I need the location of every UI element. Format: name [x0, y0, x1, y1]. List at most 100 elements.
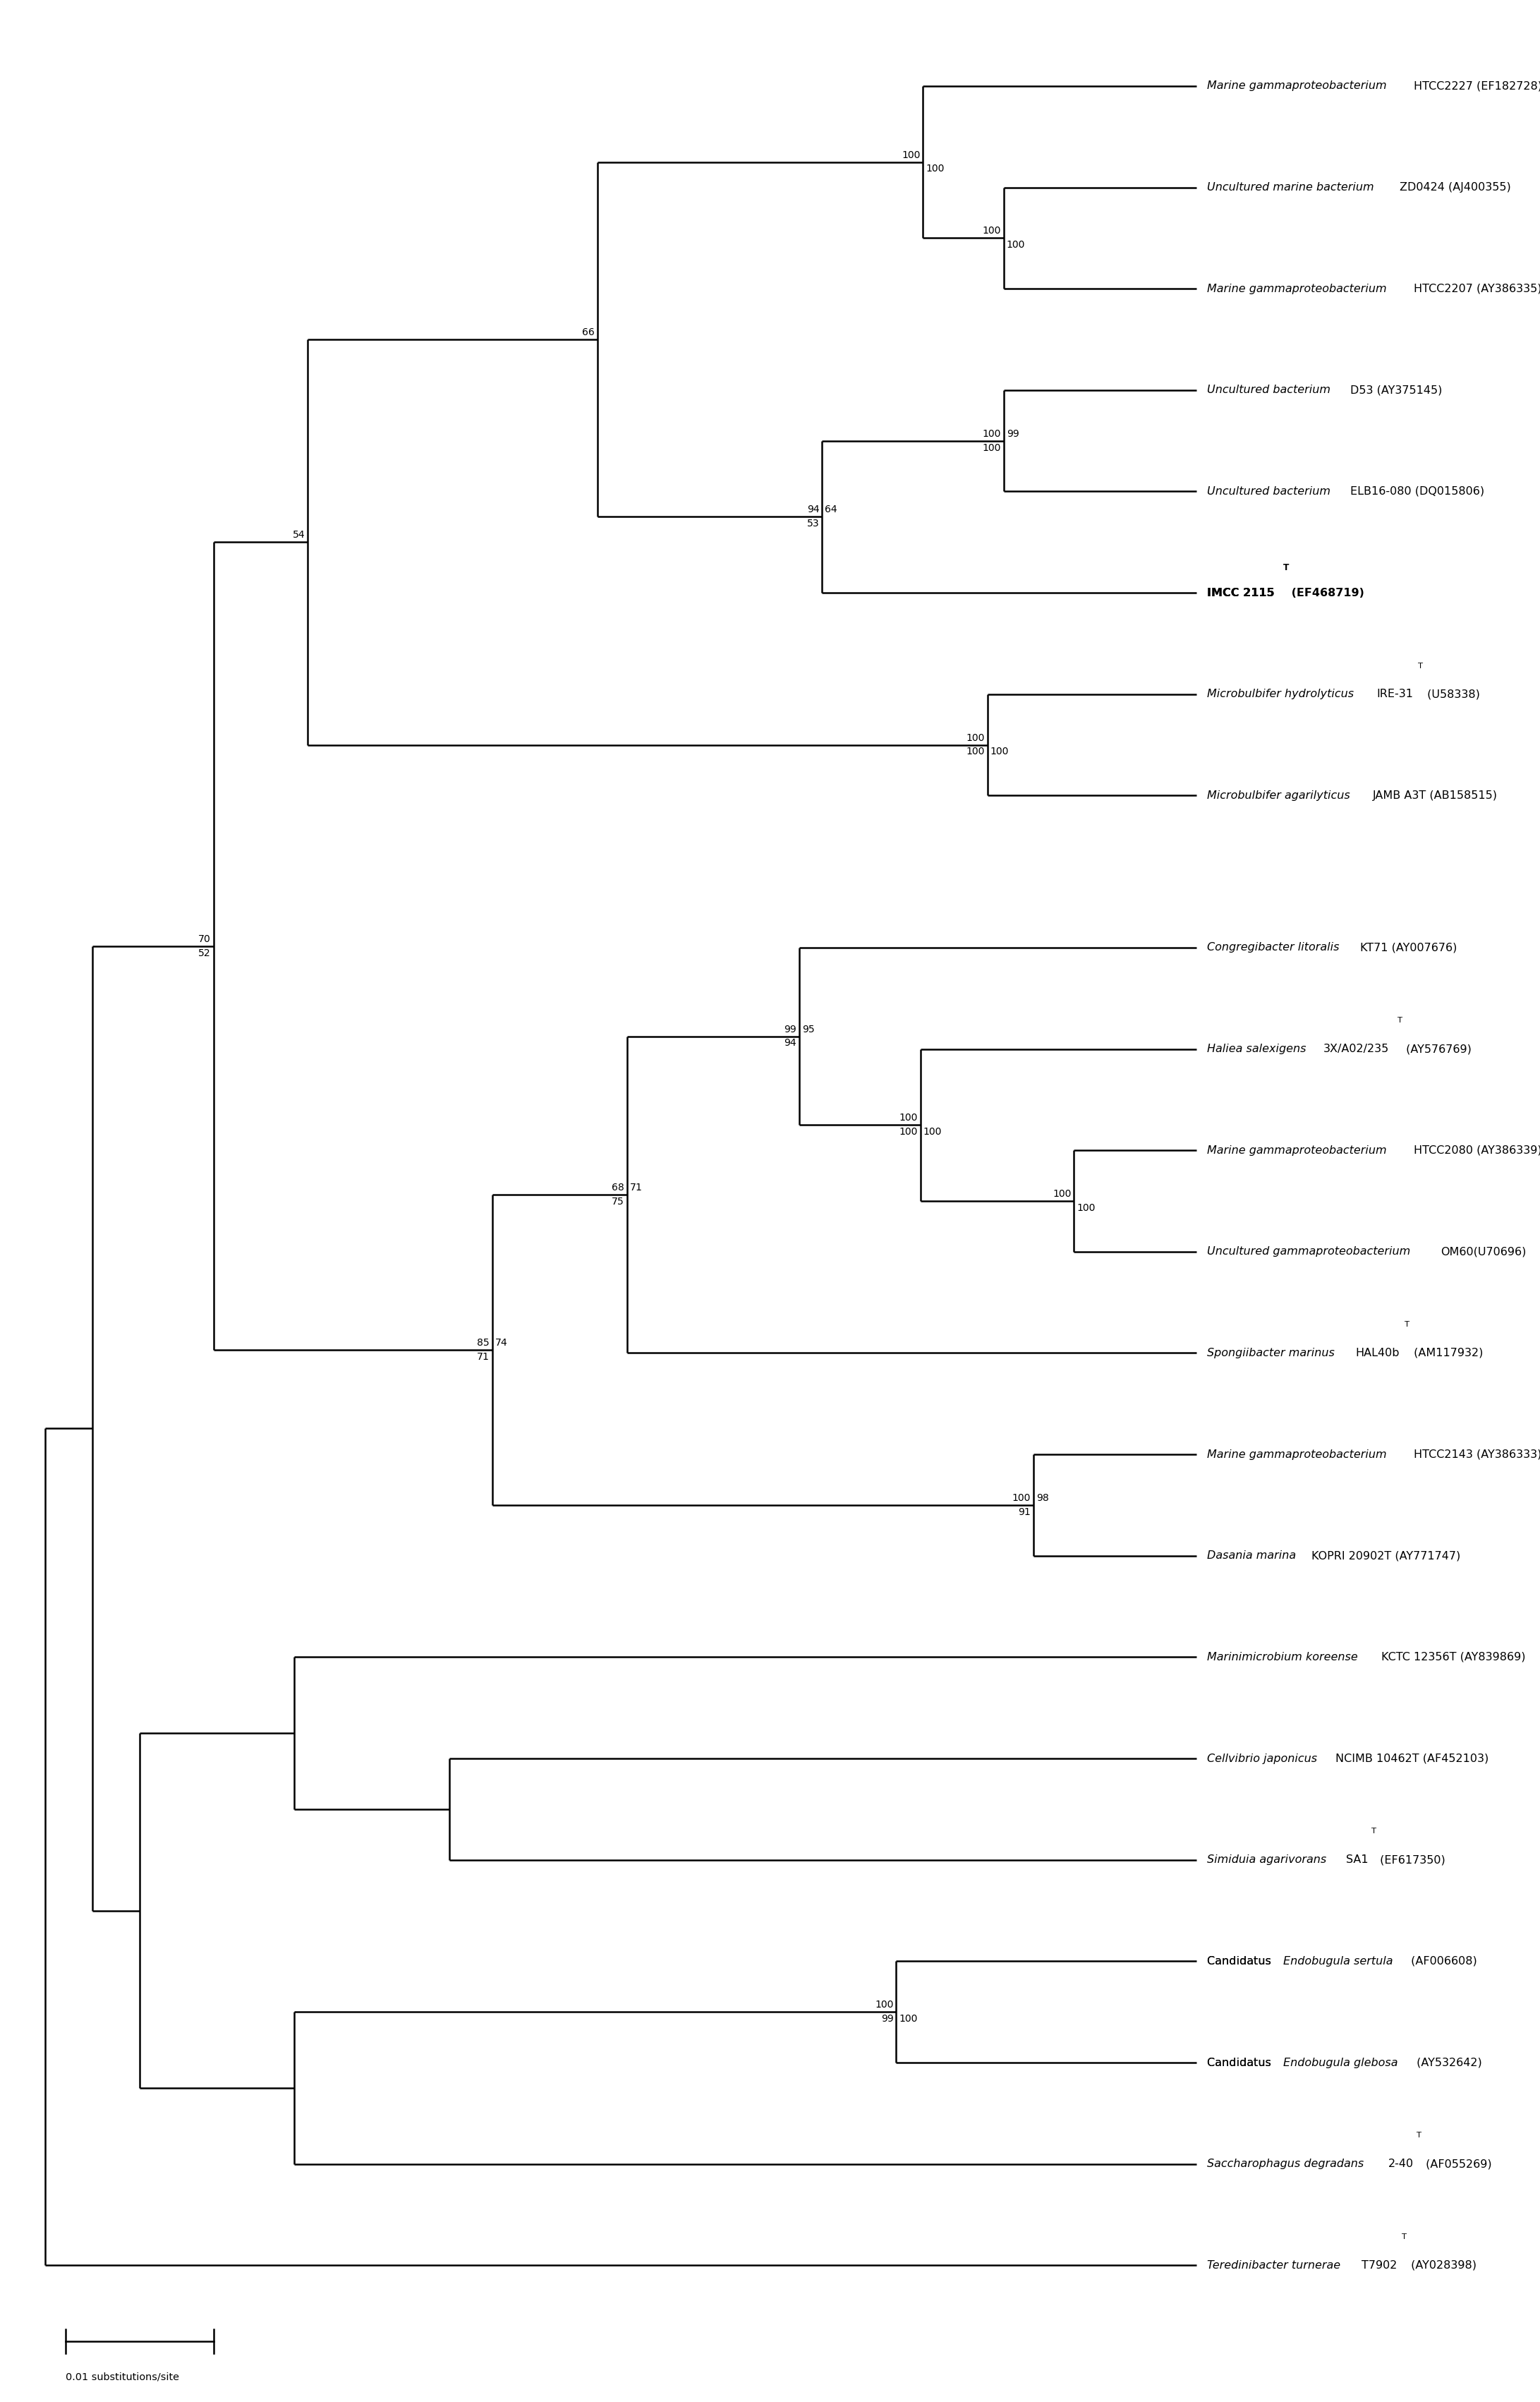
Text: Teredinibacter turnerae: Teredinibacter turnerae	[1207, 2260, 1344, 2270]
Text: 100: 100	[983, 226, 1001, 235]
Text: Cellvibrio japonicus: Cellvibrio japonicus	[1207, 1753, 1321, 1763]
Text: Uncultured bacterium: Uncultured bacterium	[1207, 384, 1334, 396]
Text: IRE-31: IRE-31	[1377, 689, 1414, 699]
Text: 100: 100	[875, 2001, 893, 2010]
Text: Endobugula sertula: Endobugula sertula	[1283, 1955, 1394, 1967]
Text: T: T	[1404, 1321, 1409, 1328]
Text: HTCC2080 (AY386339): HTCC2080 (AY386339)	[1414, 1146, 1540, 1155]
Text: 54: 54	[293, 531, 305, 540]
Text: Microbulbifer agarilyticus: Microbulbifer agarilyticus	[1207, 790, 1354, 800]
Text: 70: 70	[199, 934, 211, 944]
Text: T: T	[1397, 1016, 1401, 1023]
Text: D53 (AY375145): D53 (AY375145)	[1351, 384, 1443, 396]
Text: 100: 100	[1007, 240, 1026, 250]
Text: Marine gammaproteobacterium: Marine gammaproteobacterium	[1207, 283, 1391, 293]
Text: (EF617350): (EF617350)	[1377, 1854, 1446, 1866]
Text: T: T	[1418, 663, 1423, 670]
Text: 100: 100	[902, 149, 921, 161]
Text: 100: 100	[1052, 1189, 1072, 1199]
Text: OM60(U70696): OM60(U70696)	[1440, 1247, 1526, 1256]
Text: Microbulbifer agarilyticus: Microbulbifer agarilyticus	[1207, 790, 1354, 800]
Text: Spongiibacter marinus: Spongiibacter marinus	[1207, 1348, 1338, 1360]
Text: Spongiibacter marinus: Spongiibacter marinus	[1207, 1348, 1338, 1360]
Text: T: T	[1371, 1828, 1375, 1835]
Text: SA1: SA1	[1346, 1854, 1368, 1866]
Text: Haliea salexigens: Haliea salexigens	[1207, 1042, 1311, 1054]
Text: 100: 100	[899, 2013, 918, 2025]
Text: 64: 64	[825, 504, 838, 514]
Text: Cellvibrio japonicus: Cellvibrio japonicus	[1207, 1753, 1321, 1763]
Text: 100: 100	[967, 747, 986, 757]
Text: Marine gammaproteobacterium: Marine gammaproteobacterium	[1207, 1448, 1391, 1460]
Text: Candidatus: Candidatus	[1207, 1955, 1275, 1967]
Text: 100: 100	[983, 430, 1001, 440]
Text: HAL40b: HAL40b	[1355, 1348, 1400, 1360]
Text: KCTC 12356T (AY839869): KCTC 12356T (AY839869)	[1381, 1653, 1526, 1662]
Text: HTCC2227 (EF182728): HTCC2227 (EF182728)	[1414, 82, 1540, 91]
Text: 100: 100	[922, 1127, 941, 1136]
Text: 74: 74	[494, 1338, 508, 1348]
Text: (AF006608): (AF006608)	[1408, 1955, 1477, 1967]
Text: ZD0424 (AJ400355): ZD0424 (AJ400355)	[1400, 183, 1511, 192]
Text: Marine gammaproteobacterium: Marine gammaproteobacterium	[1207, 1146, 1391, 1155]
Text: Uncultured marine bacterium: Uncultured marine bacterium	[1207, 183, 1378, 192]
Text: Teredinibacter turnerae: Teredinibacter turnerae	[1207, 2260, 1344, 2270]
Text: T: T	[1283, 562, 1289, 572]
Text: 98: 98	[1036, 1494, 1049, 1504]
Text: 100: 100	[899, 1112, 918, 1124]
Text: KOPRI 20902T (AY771747): KOPRI 20902T (AY771747)	[1312, 1549, 1460, 1561]
Text: Uncultured bacterium: Uncultured bacterium	[1207, 485, 1334, 497]
Text: Haliea salexigens: Haliea salexigens	[1207, 1042, 1311, 1054]
Text: 2-40: 2-40	[1388, 2159, 1414, 2169]
Text: Endobugula glebosa: Endobugula glebosa	[1283, 2056, 1398, 2068]
Text: Uncultured marine bacterium: Uncultured marine bacterium	[1207, 183, 1378, 192]
Text: 95: 95	[802, 1023, 815, 1035]
Text: (AY532642): (AY532642)	[1412, 2056, 1481, 2068]
Text: Simiduia agarivorans: Simiduia agarivorans	[1207, 1854, 1331, 1866]
Text: 100: 100	[926, 163, 944, 173]
Text: NCIMB 10462T (AF452103): NCIMB 10462T (AF452103)	[1335, 1753, 1489, 1763]
Text: 52: 52	[199, 949, 211, 958]
Text: 3X/A02/235: 3X/A02/235	[1323, 1042, 1389, 1054]
Text: 100: 100	[990, 747, 1009, 757]
Text: 99: 99	[784, 1023, 796, 1035]
Text: IMCC 2115: IMCC 2115	[1207, 588, 1275, 598]
Text: Candidatus: Candidatus	[1207, 1955, 1275, 1967]
Text: Marine gammaproteobacterium: Marine gammaproteobacterium	[1207, 82, 1391, 91]
Text: Marine gammaproteobacterium: Marine gammaproteobacterium	[1207, 1448, 1391, 1460]
Text: 75: 75	[611, 1196, 624, 1206]
Text: Marine gammaproteobacterium: Marine gammaproteobacterium	[1207, 82, 1391, 91]
Text: Congregibacter litoralis: Congregibacter litoralis	[1207, 942, 1343, 954]
Text: 94: 94	[807, 504, 819, 514]
Text: Candidatus: Candidatus	[1207, 2056, 1275, 2068]
Text: (EF468719): (EF468719)	[1287, 588, 1364, 598]
Text: Marinimicrobium koreense: Marinimicrobium koreense	[1207, 1653, 1361, 1662]
Text: 68: 68	[611, 1182, 624, 1194]
Text: 85: 85	[477, 1338, 490, 1348]
Text: 91: 91	[1018, 1506, 1030, 1518]
Text: T: T	[1417, 2133, 1421, 2140]
Text: 100: 100	[899, 1127, 918, 1136]
Text: 53: 53	[807, 519, 819, 528]
Text: (AM117932): (AM117932)	[1411, 1348, 1483, 1360]
Text: (AY576769): (AY576769)	[1403, 1042, 1472, 1054]
Text: 94: 94	[784, 1038, 796, 1047]
Text: Microbulbifer hydrolyticus: Microbulbifer hydrolyticus	[1207, 689, 1358, 699]
Text: T7902: T7902	[1361, 2260, 1397, 2270]
Text: JAMB A3T (AB158515): JAMB A3T (AB158515)	[1372, 790, 1497, 800]
Text: Dasania marina: Dasania marina	[1207, 1549, 1300, 1561]
Text: HTCC2207 (AY386335): HTCC2207 (AY386335)	[1414, 283, 1540, 293]
Text: Saccharophagus degradans: Saccharophagus degradans	[1207, 2159, 1368, 2169]
Text: IMCC 2115: IMCC 2115	[1207, 588, 1275, 598]
Text: Uncultured gammaproteobacterium: Uncultured gammaproteobacterium	[1207, 1247, 1414, 1256]
Text: 99: 99	[881, 2013, 893, 2025]
Text: KT71 (AY007676): KT71 (AY007676)	[1360, 942, 1457, 954]
Text: Candidatus: Candidatus	[1207, 2056, 1275, 2068]
Text: (U58338): (U58338)	[1425, 689, 1480, 699]
Text: 71: 71	[630, 1182, 642, 1194]
Text: Simiduia agarivorans: Simiduia agarivorans	[1207, 1854, 1331, 1866]
Text: 0.01 substitutions/site: 0.01 substitutions/site	[66, 2371, 179, 2383]
Text: 100: 100	[1076, 1203, 1095, 1213]
Text: (AF055269): (AF055269)	[1423, 2159, 1492, 2169]
Text: Uncultured gammaproteobacterium: Uncultured gammaproteobacterium	[1207, 1247, 1414, 1256]
